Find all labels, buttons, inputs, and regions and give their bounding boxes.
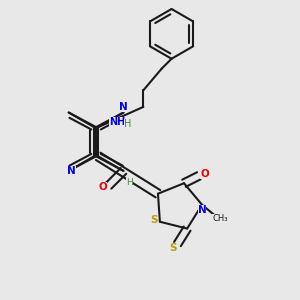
Text: O: O [200, 169, 209, 179]
Text: N: N [198, 205, 206, 215]
Text: N: N [67, 166, 76, 176]
Text: O: O [98, 182, 107, 193]
Text: H: H [126, 178, 133, 187]
Text: S: S [170, 243, 177, 253]
Text: N: N [119, 101, 128, 112]
Text: NH: NH [109, 117, 125, 128]
Text: S: S [150, 215, 158, 225]
Text: H: H [124, 119, 132, 129]
Text: CH₃: CH₃ [212, 214, 228, 223]
